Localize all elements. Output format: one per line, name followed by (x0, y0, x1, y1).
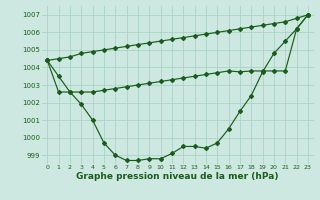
X-axis label: Graphe pression niveau de la mer (hPa): Graphe pression niveau de la mer (hPa) (76, 172, 279, 181)
